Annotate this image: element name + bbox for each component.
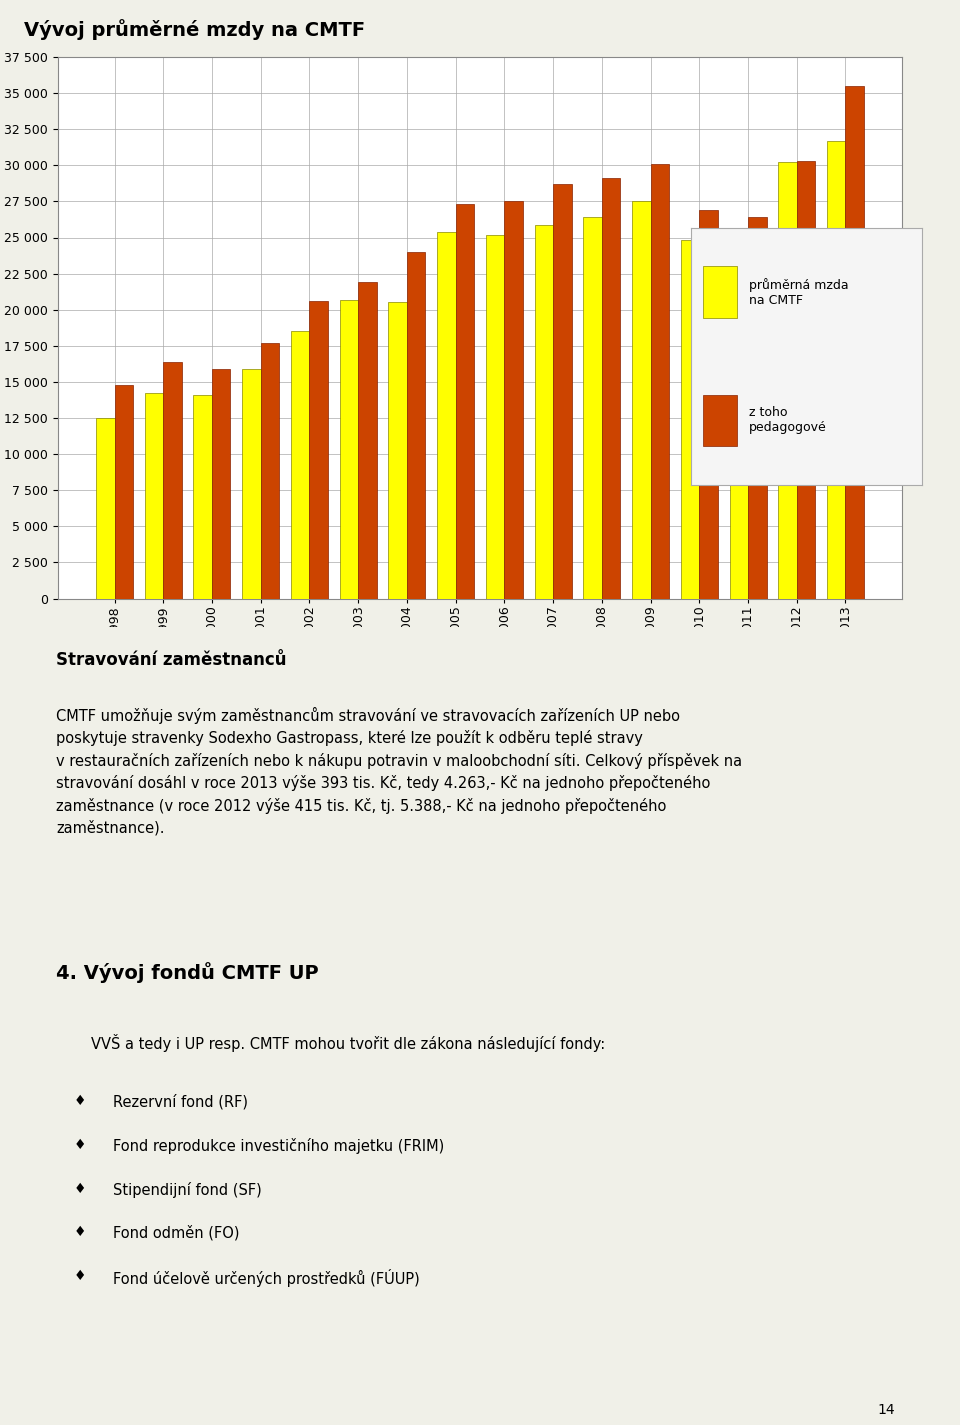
Bar [456, 204, 474, 598]
Bar [553, 184, 571, 598]
Bar [779, 162, 797, 598]
Bar [212, 369, 230, 598]
Bar [504, 201, 523, 598]
Text: Stipendijní fond (SF): Stipendijní fond (SF) [113, 1181, 262, 1197]
Bar [486, 235, 504, 598]
Bar [681, 241, 699, 598]
Text: Fond reprodukce investičního majetku (FRIM): Fond reprodukce investičního majetku (FR… [113, 1137, 444, 1154]
Bar [163, 362, 181, 598]
Text: ♦: ♦ [74, 1181, 86, 1196]
Bar [730, 248, 748, 598]
FancyBboxPatch shape [703, 395, 737, 446]
Text: 14: 14 [877, 1404, 895, 1416]
Text: VVŠ a tedy i UP resp. CMTF mohou tvořit dle zákona následující fondy:: VVŠ a tedy i UP resp. CMTF mohou tvořit … [91, 1035, 606, 1052]
Text: 4. Vývoj fondů CMTF UP: 4. Vývoj fondů CMTF UP [56, 962, 319, 983]
Text: CMTF umožňuje svým zaměstnancům stravování ve stravovacích zařízeních UP nebo
po: CMTF umožňuje svým zaměstnancům stravová… [56, 707, 742, 835]
Bar [291, 332, 309, 598]
Text: ♦: ♦ [74, 1226, 86, 1240]
Bar [748, 217, 766, 598]
Bar [651, 164, 669, 598]
Bar [114, 385, 133, 598]
Bar [145, 393, 163, 598]
Bar [699, 209, 718, 598]
Text: Stravování zaměstnanců: Stravování zaměstnanců [56, 651, 287, 668]
Bar [797, 161, 815, 598]
Bar [602, 178, 620, 598]
FancyBboxPatch shape [703, 266, 737, 318]
Text: Fond odměn (FO): Fond odměn (FO) [113, 1226, 240, 1241]
Text: Vývoj průměrné mzdy na CMTF: Vývoj průměrné mzdy na CMTF [24, 19, 365, 40]
X-axis label: rok: rok [468, 643, 492, 657]
Bar [407, 252, 425, 598]
Bar [340, 299, 358, 598]
Bar [194, 395, 212, 598]
Text: ♦: ♦ [74, 1270, 86, 1284]
Bar [242, 369, 261, 598]
Bar [389, 302, 407, 598]
Bar [358, 282, 376, 598]
Text: průměrná mzda
na CMTF: průměrná mzda na CMTF [749, 278, 849, 306]
Bar [437, 232, 456, 598]
Bar [632, 201, 651, 598]
Bar [96, 418, 114, 598]
Text: z toho
pedagogové: z toho pedagogové [749, 406, 827, 435]
Text: Fond účelově určených prostředků (FÚUP): Fond účelově určených prostředků (FÚUP) [113, 1270, 420, 1287]
Text: ♦: ♦ [74, 1094, 86, 1107]
Text: ♦: ♦ [74, 1137, 86, 1151]
Bar [827, 141, 846, 598]
Bar [584, 217, 602, 598]
Bar [309, 301, 328, 598]
Bar [535, 225, 553, 598]
Bar [261, 343, 279, 598]
Bar [846, 86, 864, 598]
Text: Rezervní fond (RF): Rezervní fond (RF) [113, 1094, 249, 1109]
